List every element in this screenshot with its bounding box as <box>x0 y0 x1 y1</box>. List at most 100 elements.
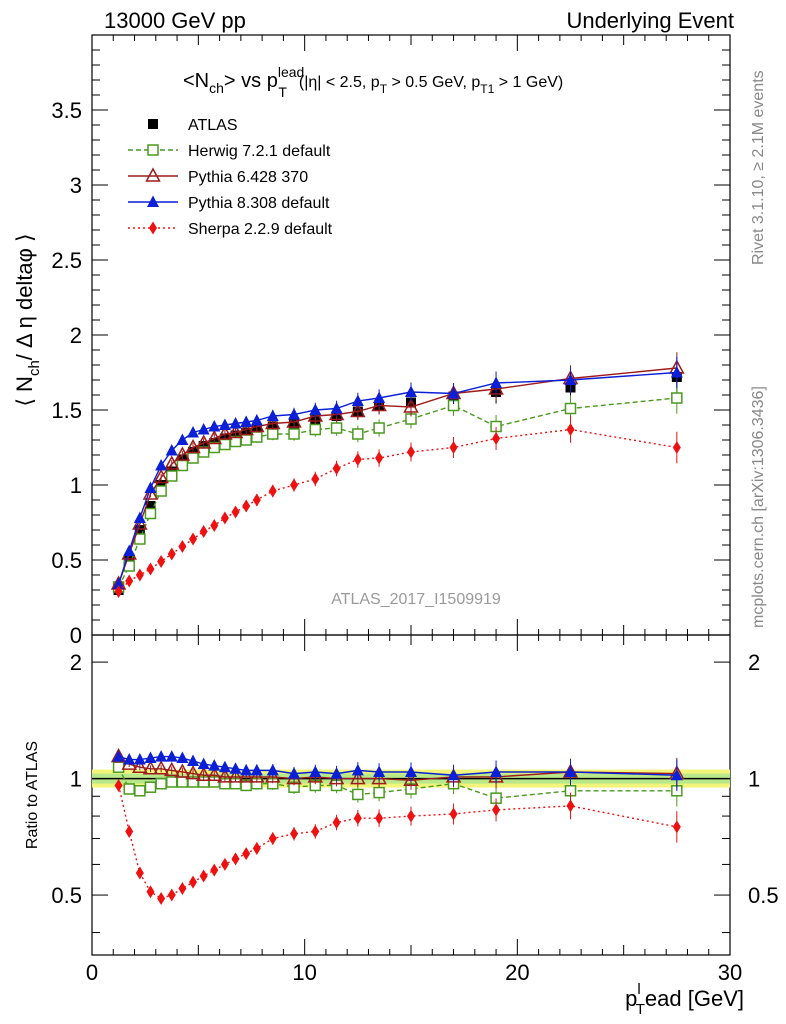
y-tick-label: 2 <box>70 650 82 675</box>
ratio-data-point <box>112 750 125 762</box>
header-right: Underlying Event <box>566 8 734 33</box>
mcplots-label: mcplots.cern.ch [arXiv:1306.3436] <box>750 386 767 628</box>
main-data-point <box>146 562 155 576</box>
y-tick-label: 1.5 <box>51 398 82 423</box>
main-data-point <box>217 425 233 440</box>
main-data-point <box>167 547 176 561</box>
main-data-point <box>229 417 242 429</box>
main-data-point <box>210 519 219 532</box>
main-data-point <box>238 420 254 436</box>
ratio-data-point <box>240 763 253 776</box>
main-data-point <box>187 426 200 438</box>
ratio-series-line <box>117 785 677 900</box>
ratio-data-point <box>166 776 178 788</box>
legend-marker <box>147 144 159 156</box>
ratio-y-axis-label: Ratio to ATLAS <box>24 741 41 849</box>
ratio-axis-ticks: 0 10 20 30 0.5 0.5 1 1 2 2 <box>51 635 779 985</box>
ratio-data-point <box>229 762 242 774</box>
main-data-point <box>268 484 277 498</box>
main-data-point <box>134 525 145 535</box>
main-data-point <box>566 423 575 436</box>
legend-marker <box>147 195 159 207</box>
ratio-data-point <box>375 811 384 825</box>
main-data-point <box>266 409 279 421</box>
main-data-point <box>564 373 577 385</box>
ratio-data-point <box>178 881 187 895</box>
main-data-point <box>174 446 191 461</box>
main-data-point <box>492 432 501 445</box>
ratio-data-point <box>351 763 364 776</box>
ratio-data-point <box>231 852 240 866</box>
ratio-data-point <box>407 809 415 823</box>
ratio-data-point <box>135 866 144 880</box>
y-tick-label-right: 2 <box>748 650 760 675</box>
rivet-label: Rivet 3.1.10, ≥ 2.1M events <box>750 70 767 265</box>
ratio-data-point <box>566 799 575 813</box>
y-tick-label: 0.5 <box>51 548 82 573</box>
main-data-point <box>166 470 178 482</box>
ratio-data-point <box>210 863 219 877</box>
main-data-point <box>199 525 208 538</box>
ratio-data-point <box>123 753 136 765</box>
legend-marker <box>145 167 161 182</box>
analysis-watermark: ATLAS_2017_I1509919 <box>331 591 501 608</box>
ratio-data-point <box>449 807 458 821</box>
main-data-point <box>447 387 460 399</box>
main-data-point <box>373 422 385 434</box>
main-data-point <box>290 478 299 492</box>
ratio-data-point <box>155 777 167 790</box>
main-data-point <box>195 434 212 449</box>
main-data-point <box>227 423 244 439</box>
y-tick-label: 2.5 <box>51 248 82 273</box>
main-data-point <box>309 423 322 436</box>
ratio-data-point <box>353 811 362 825</box>
main-data-point <box>352 428 364 440</box>
main-data-point <box>133 511 146 523</box>
x-tick-label: 10 <box>292 960 316 985</box>
x-tick-label: 30 <box>718 960 742 985</box>
ratio-data-point <box>227 768 244 783</box>
main-data-point <box>251 431 263 443</box>
ratio-data-point <box>218 760 231 773</box>
ratio-data-point <box>492 803 501 817</box>
main-data-point <box>353 453 362 466</box>
main-data-point <box>156 480 167 490</box>
main-data-point <box>123 544 136 556</box>
main-series-line <box>117 371 677 585</box>
main-data-point <box>155 459 168 471</box>
plot-title: <Nch> vs plead T(|η| < 2.5, pT > 0.5 GeV,… <box>183 64 563 100</box>
main-data-point <box>189 532 198 546</box>
y-tick-label: 1 <box>70 473 82 498</box>
main-data-point <box>206 429 223 445</box>
main-data-point <box>144 507 157 520</box>
main-data-point <box>250 414 263 426</box>
ratio-data-point <box>309 765 322 777</box>
ratio-data-point <box>197 757 210 770</box>
ratio-data-point <box>185 765 201 780</box>
ratio-data-point <box>153 760 169 775</box>
ratio-data-point <box>134 785 146 797</box>
main-data-point <box>163 455 180 470</box>
ratio-data-point <box>252 841 261 855</box>
main-data-point <box>242 499 251 513</box>
y-tick-label-right: 0.5 <box>748 883 779 908</box>
main-data-point <box>165 444 178 456</box>
main-y-axis-label: ⟨ Nch/ Δ η deltaφ ⟩ <box>12 233 43 406</box>
y-tick-label: 3 <box>70 173 82 198</box>
main-data-point <box>135 568 144 582</box>
main-data-point <box>145 501 156 511</box>
ratio-data-point <box>189 875 198 889</box>
main-data-point <box>267 428 279 440</box>
ratio-data-point <box>195 766 212 782</box>
ratio-data-point <box>564 765 577 777</box>
y-tick-label: 3.5 <box>51 98 82 123</box>
ratio-data-point <box>187 754 200 767</box>
main-data-point <box>449 441 458 454</box>
ratio-data-point <box>447 768 460 781</box>
ratio-data-point <box>144 781 157 793</box>
main-data-point <box>157 555 166 568</box>
main-series-layer <box>110 352 685 598</box>
main-data-point <box>219 438 231 451</box>
main-data-point <box>125 574 134 588</box>
ratio-data-point <box>238 768 254 783</box>
